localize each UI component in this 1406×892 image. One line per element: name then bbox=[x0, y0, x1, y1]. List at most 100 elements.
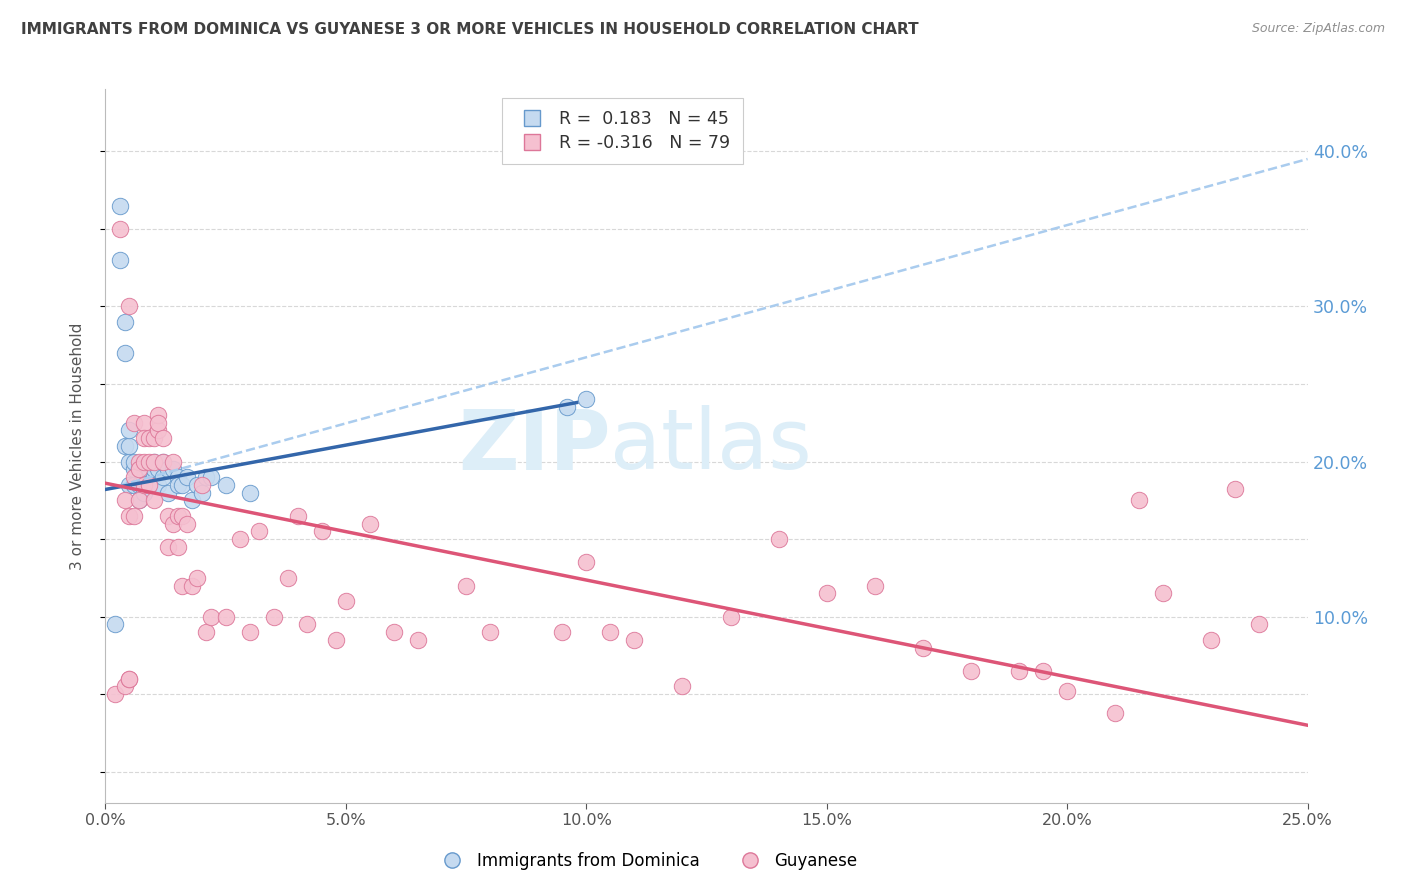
Point bbox=[118, 672, 141, 686]
Point bbox=[108, 198, 131, 212]
Point bbox=[186, 571, 208, 585]
Point bbox=[132, 454, 155, 468]
Point bbox=[186, 477, 208, 491]
Point bbox=[335, 594, 357, 608]
Point bbox=[297, 617, 319, 632]
Point bbox=[200, 470, 222, 484]
Point bbox=[104, 617, 127, 632]
Point bbox=[138, 431, 160, 445]
Point bbox=[118, 508, 141, 523]
Point bbox=[142, 470, 165, 484]
Point bbox=[128, 477, 150, 491]
Point bbox=[118, 454, 141, 468]
Point bbox=[152, 454, 174, 468]
Text: ZIP: ZIP bbox=[458, 406, 610, 486]
Point bbox=[138, 462, 160, 476]
Point bbox=[142, 454, 165, 468]
Point bbox=[148, 408, 170, 422]
Point bbox=[132, 416, 155, 430]
Point bbox=[311, 524, 333, 539]
Point bbox=[128, 493, 150, 508]
Point bbox=[277, 571, 299, 585]
Point bbox=[128, 462, 150, 476]
Point bbox=[325, 632, 347, 647]
Point bbox=[124, 508, 146, 523]
Point bbox=[124, 470, 146, 484]
Point bbox=[152, 470, 174, 484]
Point bbox=[152, 454, 174, 468]
Point bbox=[132, 462, 155, 476]
Point bbox=[599, 625, 621, 640]
Point bbox=[382, 625, 405, 640]
Point bbox=[166, 470, 188, 484]
Point bbox=[1152, 586, 1174, 600]
Point bbox=[960, 664, 983, 678]
Text: IMMIGRANTS FROM DOMINICA VS GUYANESE 3 OR MORE VEHICLES IN HOUSEHOLD CORRELATION: IMMIGRANTS FROM DOMINICA VS GUYANESE 3 O… bbox=[21, 22, 918, 37]
Point bbox=[156, 462, 179, 476]
Point bbox=[118, 299, 141, 313]
Point bbox=[575, 555, 598, 569]
Point bbox=[1032, 664, 1054, 678]
Point bbox=[124, 416, 146, 430]
Point bbox=[114, 439, 136, 453]
Point bbox=[229, 532, 252, 546]
Point bbox=[239, 625, 262, 640]
Point bbox=[128, 462, 150, 476]
Point bbox=[214, 477, 236, 491]
Point bbox=[172, 579, 194, 593]
Point bbox=[1225, 483, 1247, 497]
Point bbox=[176, 470, 198, 484]
Point bbox=[162, 462, 184, 476]
Point bbox=[815, 586, 838, 600]
Point bbox=[142, 493, 165, 508]
Point bbox=[406, 632, 429, 647]
Point bbox=[104, 687, 127, 701]
Point bbox=[454, 579, 477, 593]
Point bbox=[114, 315, 136, 329]
Point bbox=[247, 524, 270, 539]
Point bbox=[118, 477, 141, 491]
Point bbox=[156, 485, 179, 500]
Point bbox=[239, 485, 262, 500]
Point bbox=[114, 493, 136, 508]
Point bbox=[623, 632, 645, 647]
Legend: Immigrants from Dominica, Guyanese: Immigrants from Dominica, Guyanese bbox=[429, 846, 865, 877]
Point bbox=[142, 454, 165, 468]
Point bbox=[359, 516, 381, 531]
Point bbox=[166, 508, 188, 523]
Point bbox=[166, 477, 188, 491]
Point bbox=[181, 493, 204, 508]
Point bbox=[1056, 684, 1078, 698]
Point bbox=[128, 493, 150, 508]
Point bbox=[124, 462, 146, 476]
Point bbox=[1104, 706, 1126, 720]
Point bbox=[166, 540, 188, 554]
Point bbox=[142, 477, 165, 491]
Point bbox=[555, 401, 578, 415]
Point bbox=[162, 516, 184, 531]
Point bbox=[142, 462, 165, 476]
Point bbox=[1249, 617, 1271, 632]
Point bbox=[1008, 664, 1031, 678]
Point bbox=[479, 625, 502, 640]
Text: Source: ZipAtlas.com: Source: ZipAtlas.com bbox=[1251, 22, 1385, 36]
Point bbox=[172, 477, 194, 491]
Point bbox=[162, 454, 184, 468]
Point bbox=[1128, 493, 1150, 508]
Point bbox=[132, 431, 155, 445]
Text: atlas: atlas bbox=[610, 406, 813, 486]
Point bbox=[148, 462, 170, 476]
Point bbox=[768, 532, 790, 546]
Point bbox=[138, 454, 160, 468]
Point bbox=[263, 609, 285, 624]
Point bbox=[148, 416, 170, 430]
Point bbox=[1201, 632, 1223, 647]
Point bbox=[118, 672, 141, 686]
Point bbox=[911, 640, 934, 655]
Point bbox=[200, 609, 222, 624]
Point bbox=[863, 579, 886, 593]
Point bbox=[124, 454, 146, 468]
Point bbox=[671, 680, 693, 694]
Point bbox=[172, 508, 194, 523]
Point bbox=[195, 625, 218, 640]
